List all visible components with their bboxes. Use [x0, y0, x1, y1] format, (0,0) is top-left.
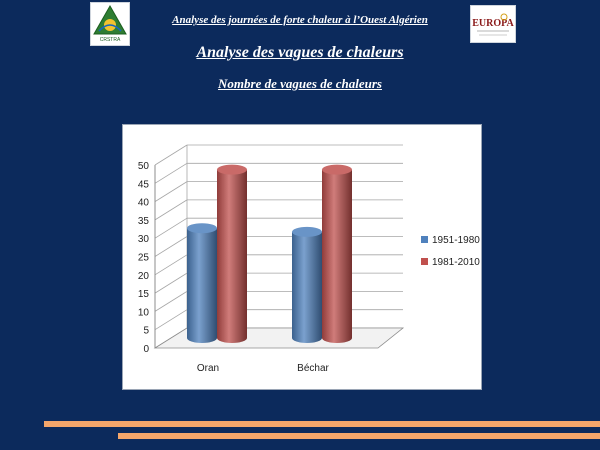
chart-container: 0 5 10 15 20 25 30 35 40 45 50 Oran Béchar 1951-1980 1…: [122, 124, 482, 390]
europa-logo-text: EUROPA: [472, 18, 514, 29]
y-tick-label: 35: [138, 216, 150, 227]
decorative-stripe-top: [44, 421, 600, 427]
slide-title: Analyse des vagues de chaleurs: [196, 44, 404, 61]
y-tick-label: 0: [143, 344, 149, 355]
y-tick-label: 10: [138, 307, 150, 318]
bar-bechar-1981-2010: [322, 169, 352, 343]
bar-oran-1951-1980: [187, 228, 217, 343]
x-category-label: Béchar: [297, 363, 329, 374]
gridline-depth: [154, 217, 188, 239]
y-tick-label: 25: [138, 253, 150, 264]
bar-oran-1981-2010-top: [217, 164, 247, 175]
gridline-depth: [154, 291, 188, 312]
decorative-stripe-bottom: [118, 433, 600, 439]
heatwave-bar-chart: 0 5 10 15 20 25 30 35 40 45 50 Oran Béchar 1951-1980 1…: [138, 144, 480, 374]
y-tick-label: 30: [138, 234, 150, 245]
crstra-logo-text: CRSTRA: [100, 37, 121, 43]
y-tick-label: 45: [138, 179, 150, 190]
y-tick-label: 50: [138, 161, 150, 172]
crstra-logo: CRSTRA: [90, 2, 130, 46]
y-tick-label: 15: [138, 289, 150, 300]
bar-oran-1951-1980-top: [187, 223, 217, 234]
legend-label: 1981-2010: [432, 257, 480, 268]
legend-swatch: [421, 258, 428, 265]
gridline-depth: [154, 162, 188, 184]
gridline-depth: [154, 254, 188, 276]
bar-bechar-1951-1980-top: [292, 226, 322, 237]
bar-bechar-1951-1980: [292, 231, 322, 343]
legend-swatch: [421, 236, 428, 243]
europa-logo: EUROPA: [470, 5, 516, 43]
gridline-depth: [154, 144, 188, 166]
gridline-depth: [154, 309, 188, 331]
y-tick-label: 20: [138, 271, 150, 282]
bar-oran-1981-2010: [217, 169, 247, 343]
y-tick-label: 5: [143, 326, 149, 337]
gridline-depth: [154, 181, 188, 202]
presentation-subject-title: Analyse des journées de forte chaleur à …: [172, 14, 428, 26]
bar-bechar-1981-2010-top: [322, 164, 352, 175]
y-tick-label: 40: [138, 198, 150, 209]
gridline-depth: [154, 236, 188, 257]
gridline-depth: [154, 272, 188, 294]
legend-label: 1951-1980: [432, 235, 480, 246]
x-category-label: Oran: [197, 363, 219, 374]
slide-subtitle: Nombre de vagues de chaleurs: [218, 76, 382, 91]
gridline-depth: [154, 199, 188, 221]
